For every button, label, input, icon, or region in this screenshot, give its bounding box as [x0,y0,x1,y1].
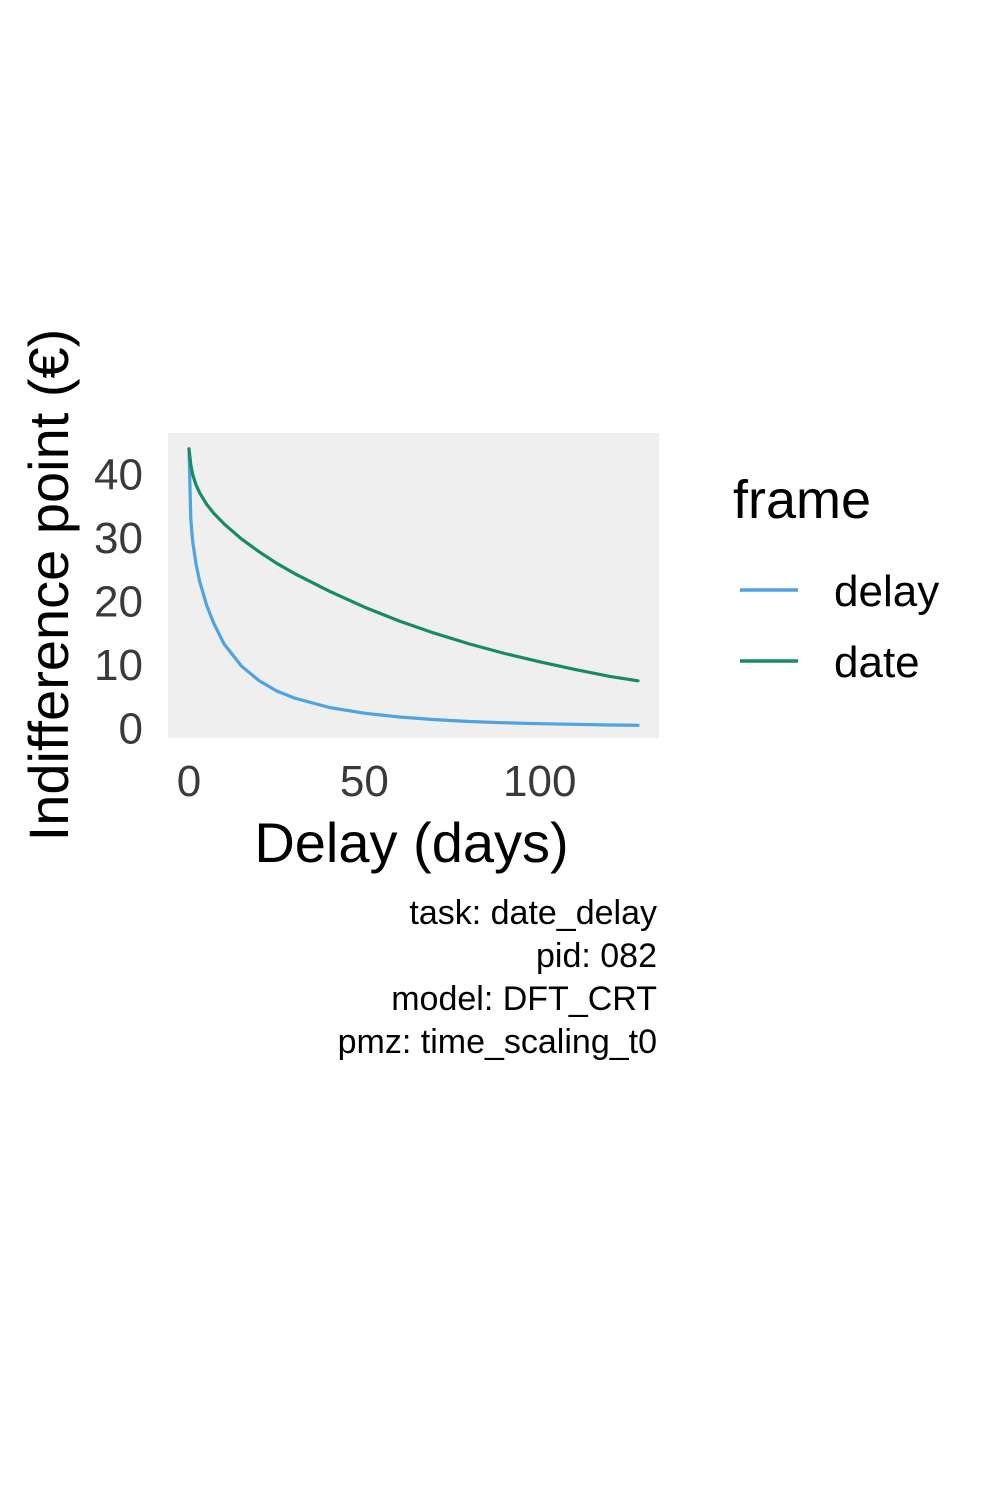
y-tick-label: 40 [94,450,143,499]
y-tick-label: 30 [94,514,143,563]
series-line-delay [187,447,640,727]
y-axis-title: Indifference point (€) [17,329,80,842]
x-tick-label: 0 [177,757,201,806]
series-lines [187,447,640,727]
legend: frame delay date [733,470,939,687]
legend-label-date: date [834,638,920,687]
x-axis-title: Delay (days) [254,811,568,874]
series-line-date [187,447,640,683]
plot-panel [168,433,659,738]
x-axis-ticks: 0 50 100 [177,757,577,806]
caption-line: pmz: time_scaling_t0 [338,1023,657,1061]
y-tick-label: 10 [94,641,143,690]
y-tick-label: 20 [94,577,143,626]
caption-line: task: date_delay [409,894,657,932]
caption-line: model: DFT_CRT [391,980,657,1018]
x-tick-label: 100 [503,757,576,806]
y-tick-label: 0 [119,704,143,753]
legend-label-delay: delay [834,567,939,616]
legend-title: frame [733,470,871,530]
caption-line: pid: 082 [536,937,657,975]
caption: task: date_delay pid: 082 model: DFT_CRTpm… [338,894,657,1061]
x-tick-label: 50 [340,757,389,806]
y-axis-ticks: 0 10 20 30 40 [94,450,143,753]
legend-entries: delay date [740,567,939,687]
